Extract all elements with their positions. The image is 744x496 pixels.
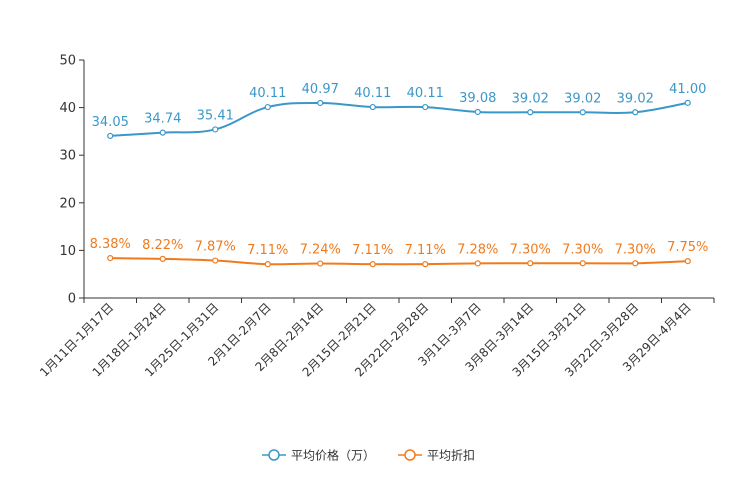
- y-tick-label: 30: [59, 149, 76, 164]
- data-label: 7.30%: [615, 242, 656, 257]
- data-point: [369, 261, 376, 268]
- data-label: 40.11: [249, 86, 286, 101]
- data-point: [107, 255, 114, 262]
- data-point: [632, 260, 639, 267]
- data-point: [107, 132, 114, 140]
- legend-item-1: 平均折扣: [398, 448, 475, 463]
- series-1: 8.38% 8.22% 7.87% 7.11% 7.24% 7.11% 7.11% 7.28%…: [90, 237, 708, 268]
- data-point: [264, 261, 271, 268]
- data-point: [317, 99, 324, 107]
- data-label: 40.97: [302, 82, 339, 97]
- data-point: [579, 109, 586, 116]
- data-point: [159, 129, 166, 136]
- data-label: 7.28%: [457, 242, 498, 257]
- data-point: [422, 103, 429, 111]
- legend-marker: [404, 449, 416, 461]
- data-label: 34.05: [92, 115, 129, 130]
- y-tick-label: 10: [59, 244, 76, 259]
- data-point: [474, 108, 481, 116]
- x-axis: 1月11日-1月17日1月18日-1月24日1月25日-1月31日2月1日-2月…: [37, 297, 715, 380]
- data-point: [684, 99, 691, 106]
- data-point: [527, 260, 534, 267]
- data-point: [264, 103, 271, 111]
- data-point: [212, 257, 219, 264]
- data-label: 39.02: [617, 91, 654, 106]
- data-point: [474, 260, 481, 267]
- y-tick-label: 50: [59, 54, 76, 69]
- data-label: 7.30%: [562, 242, 603, 257]
- legend-label: 平均价格（万）: [291, 448, 375, 463]
- data-label: 7.87%: [195, 240, 236, 255]
- series-line: [110, 257, 688, 266]
- series-layer: 34.05 34.74 35.41 40.11 40.97 40.11 40.11 39.08…: [90, 82, 708, 268]
- data-label: 35.41: [197, 108, 234, 123]
- data-label: 7.75%: [667, 240, 708, 255]
- data-point: [422, 261, 429, 268]
- data-point: [684, 258, 691, 265]
- y-tick-label: 0: [68, 292, 76, 307]
- data-label: 7.30%: [510, 242, 551, 257]
- legend-item-0: 平均价格（万）: [262, 448, 375, 463]
- data-point: [212, 126, 219, 133]
- y-axis: 0 10 20 30 40 50: [59, 54, 85, 307]
- data-label: 40.11: [407, 86, 444, 101]
- data-label: 7.24%: [300, 243, 341, 258]
- y-tick-label: 40: [59, 101, 76, 116]
- data-point: [369, 103, 376, 111]
- legend: 平均价格（万） 平均折扣: [262, 448, 475, 463]
- data-label: 7.11%: [405, 243, 446, 258]
- data-point: [632, 109, 639, 116]
- data-point: [527, 109, 534, 116]
- data-label: 7.11%: [247, 243, 288, 258]
- series-0: 34.05 34.74 35.41 40.11 40.97 40.11 40.11 39.08…: [92, 82, 706, 140]
- data-label: 7.11%: [352, 243, 393, 258]
- data-label: 40.11: [354, 86, 391, 101]
- data-label: 34.74: [144, 112, 181, 127]
- data-label: 39.02: [512, 91, 549, 106]
- legend-marker: [268, 449, 280, 461]
- data-label: 41.00: [669, 82, 706, 97]
- series-line: [110, 101, 688, 137]
- data-label: 39.02: [564, 91, 601, 106]
- data-point: [159, 255, 166, 262]
- data-point: [579, 260, 586, 267]
- data-label: 39.08: [459, 91, 496, 106]
- data-label: 8.38%: [90, 237, 131, 252]
- y-tick-label: 20: [59, 196, 76, 211]
- data-label: 8.22%: [142, 238, 183, 253]
- legend-label: 平均折扣: [427, 448, 475, 463]
- data-point: [317, 260, 324, 267]
